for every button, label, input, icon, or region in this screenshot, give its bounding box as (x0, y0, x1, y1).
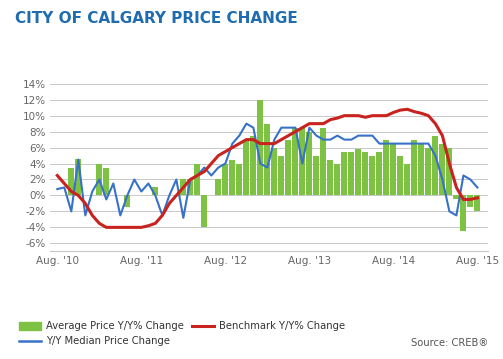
Bar (258, 100, 264, 195)
Bar (250, 136, 257, 195)
Bar (447, 148, 452, 195)
Bar (383, 140, 389, 195)
Legend: Average Price Y/Y% Change, Y/Y Median Price Change, Benchmark Y/Y% Change: Average Price Y/Y% Change, Y/Y Median Pr… (15, 317, 349, 350)
Bar (97, 164, 102, 195)
Bar (460, 195, 466, 231)
Bar (453, 195, 459, 200)
Bar (181, 180, 186, 195)
Bar (334, 164, 341, 195)
Text: CITY OF CALGARY PRICE CHANGE: CITY OF CALGARY PRICE CHANGE (15, 11, 298, 26)
Bar (103, 168, 109, 195)
Bar (272, 148, 277, 195)
Bar (306, 132, 312, 195)
Bar (390, 144, 396, 195)
Bar (376, 151, 382, 195)
Bar (236, 164, 242, 195)
Bar (327, 159, 333, 195)
Bar (194, 164, 200, 195)
Bar (426, 148, 432, 195)
Bar (229, 159, 235, 195)
Bar (292, 128, 298, 195)
Bar (440, 144, 445, 195)
Bar (222, 164, 228, 195)
Bar (349, 151, 354, 195)
Bar (299, 128, 305, 195)
Bar (75, 159, 81, 195)
Bar (243, 140, 249, 195)
Bar (433, 136, 439, 195)
Bar (265, 123, 270, 195)
Bar (418, 144, 425, 195)
Text: Source: CREB®: Source: CREB® (410, 338, 488, 348)
Bar (313, 155, 319, 195)
Bar (397, 155, 403, 195)
Bar (467, 195, 473, 208)
Bar (124, 195, 130, 208)
Bar (411, 140, 417, 195)
Bar (342, 151, 348, 195)
Bar (68, 168, 74, 195)
Bar (320, 128, 326, 195)
Bar (362, 151, 368, 195)
Bar (187, 180, 193, 195)
Bar (201, 195, 207, 227)
Bar (285, 140, 291, 195)
Bar (474, 195, 480, 211)
Bar (369, 155, 375, 195)
Bar (278, 155, 284, 195)
Bar (356, 149, 361, 195)
Bar (404, 164, 410, 195)
Bar (215, 180, 221, 195)
Bar (152, 187, 158, 195)
